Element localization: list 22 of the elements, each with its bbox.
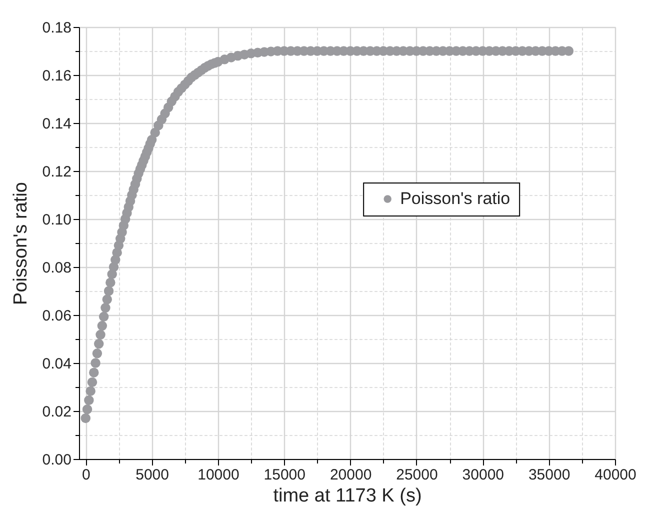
y-tick-label: 0.16 [42,68,72,84]
y-tick-label: 0.18 [42,20,72,36]
legend-label: Poisson's ratio [400,189,510,208]
y-tick-label: 0.00 [42,452,72,468]
x-tick-label: 40000 [594,466,636,484]
y-tick-label: 0.12 [42,164,72,180]
y-tick-label: 0.14 [42,116,72,132]
y-tick-label: 0.02 [42,404,72,420]
y-tick-label: 0.08 [42,260,72,276]
x-tick-label: 25000 [396,466,438,484]
x-axis-title: time at 1173 K (s) [273,486,422,506]
x-tick-label: 10000 [198,466,240,484]
y-tick-label: 0.10 [42,212,72,228]
y-tick-label: 0.04 [42,356,72,372]
x-tick-label: 15000 [264,466,306,484]
x-tick-label: 30000 [462,466,504,484]
x-tick-label: 35000 [528,466,570,484]
y-axis-title: Poisson's ratio [10,182,32,305]
x-tick-label: 5000 [136,466,169,484]
x-tick-label: 0 [82,466,90,484]
x-tick-label: 20000 [330,466,372,484]
y-tick-label: 0.06 [42,308,72,324]
